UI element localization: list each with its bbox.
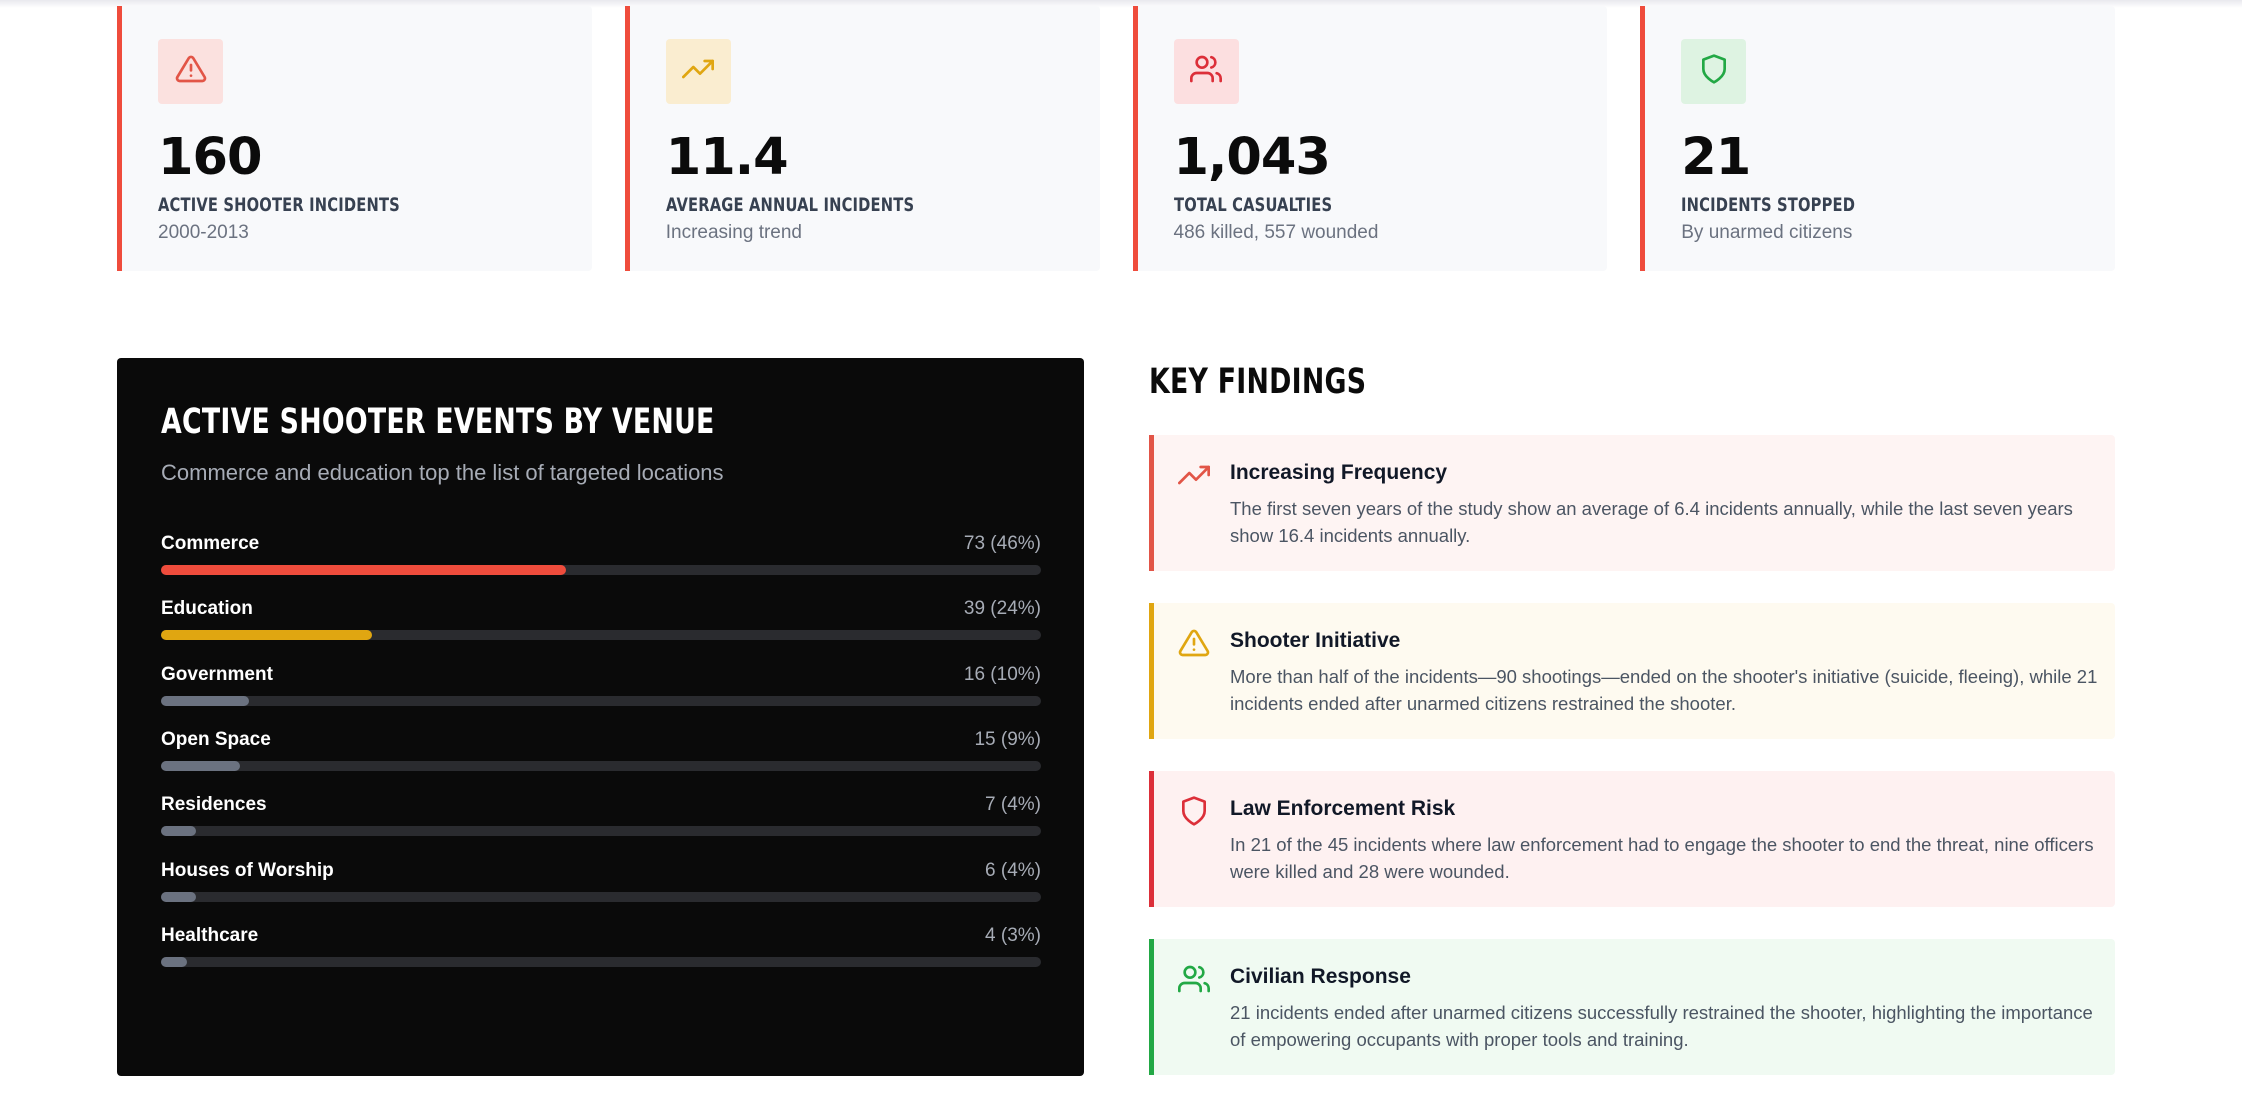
venue-name: Houses of Worship: [161, 859, 334, 881]
finding-title: Civilian Response: [1230, 965, 1411, 988]
venue-bar-fill: [161, 565, 566, 575]
venue-name: Government: [161, 663, 273, 685]
stat-value: 11.4: [665, 128, 789, 187]
venue-bar-track: [161, 630, 1041, 641]
venue-subtitle: Commerce and education top the list of t…: [161, 460, 724, 485]
stat-icon-box: [1173, 39, 1239, 104]
finding-title: Increasing Frequency: [1230, 461, 1448, 484]
venue-bar-fill: [161, 630, 373, 641]
venue-value: 4 (3%): [985, 924, 1041, 946]
key-findings-heading: KEY FINDINGS: [1149, 362, 1367, 402]
venue-name: Residences: [161, 794, 267, 816]
venue-value: 39 (24%): [963, 598, 1041, 620]
venue-row: Education 39 (24%): [161, 598, 1041, 648]
trending-up-icon: [682, 53, 715, 90]
users-icon: [1190, 53, 1222, 90]
trending-up-icon: [1178, 459, 1212, 493]
finding-text: 21 incidents ended after unarmed citizen…: [1230, 1002, 2093, 1050]
venue-bar-track: [161, 760, 1041, 771]
stat-icon-box: [158, 39, 223, 104]
stat-card: 1,043 TOTAL CASUALTIES 486 killed, 557 w…: [1132, 6, 1608, 271]
stat-value: 21: [1681, 128, 1751, 187]
stat-subtext: 486 killed, 557 wounded: [1173, 222, 1379, 243]
venue-value: 7 (4%): [985, 794, 1041, 816]
stat-card: 160 ACTIVE SHOOTER INCIDENTS 2000-2013: [117, 6, 592, 271]
venue-title: ACTIVE SHOOTER EVENTS BY VENUE: [161, 402, 715, 442]
stat-icon-box: [1681, 39, 1747, 104]
alert-triangle-icon: [175, 53, 207, 90]
venue-bar-track: [161, 956, 1041, 967]
venue-name: Education: [161, 598, 253, 620]
stat-icon-box: [665, 39, 731, 104]
stat-subtext: 2000-2013: [158, 222, 249, 243]
finding-card: Law Enforcement Risk In 21 of the 45 inci…: [1149, 771, 2115, 907]
venue-row: Commerce 73 (46%): [161, 533, 1041, 583]
stat-label: TOTAL CASUALTIES: [1173, 194, 1332, 216]
venue-bar-track: [161, 891, 1041, 902]
finding-card: Shooter Initiative More than half of the …: [1149, 603, 2115, 739]
venue-value: 6 (4%): [985, 859, 1041, 881]
venue-bar-fill: [161, 695, 249, 706]
finding-text: The first seven years of the study show …: [1230, 498, 2073, 546]
venue-name: Commerce: [161, 533, 260, 554]
finding-title: Law Enforcement Risk: [1230, 797, 1456, 820]
venue-bar-fill: [161, 760, 241, 771]
stat-card: 11.4 AVERAGE ANNUAL INCIDENTS Increasing…: [624, 6, 1100, 271]
stat-label: ACTIVE SHOOTER INCIDENTS: [158, 194, 400, 216]
stats-row: 160 ACTIVE SHOOTER INCIDENTS 2000-2013 1…: [117, 6, 2115, 271]
venue-row: Houses of Worship 6 (4%): [161, 860, 1041, 910]
shield-icon: [1698, 53, 1730, 90]
venue-value: 15 (9%): [974, 728, 1041, 750]
stat-value: 1,043: [1173, 128, 1331, 187]
stat-label: INCIDENTS STOPPED: [1681, 194, 1856, 216]
venue-bar-fill: [161, 826, 197, 837]
alert-triangle-icon: [1178, 627, 1212, 661]
stat-subtext: By unarmed citizens: [1681, 222, 1853, 243]
finding-text: More than half of the incidents—90 shoot…: [1230, 666, 2098, 714]
venue-bar-track: [161, 826, 1041, 837]
finding-card: Civilian Response 21 incidents ended afte…: [1149, 939, 2115, 1075]
venue-row: Open Space 15 (9%): [161, 729, 1041, 779]
venue-bar-track: [161, 695, 1041, 706]
venue-bar-fill: [161, 891, 197, 902]
shield-icon: [1178, 795, 1212, 829]
finding-card: Increasing Frequency The first seven year…: [1149, 435, 2115, 571]
stat-value: 160: [158, 128, 262, 187]
stat-label: AVERAGE ANNUAL INCIDENTS: [665, 194, 914, 216]
venue-row: Residences 7 (4%): [161, 794, 1041, 844]
finding-title: Shooter Initiative: [1230, 629, 1401, 652]
venue-row: Healthcare 4 (3%): [161, 925, 1041, 975]
venue-name: Healthcare: [161, 924, 259, 946]
venue-panel: ACTIVE SHOOTER EVENTS BY VENUE Commerce …: [117, 358, 1084, 1076]
venue-value: 73 (46%): [963, 533, 1041, 554]
venue-bar-fill: [161, 956, 188, 967]
finding-text: In 21 of the 45 incidents where law enfo…: [1230, 834, 2094, 882]
venue-name: Open Space: [161, 728, 271, 750]
top-shadow: [0, 0, 2242, 8]
venue-value: 16 (10%): [963, 663, 1041, 685]
stat-card: 21 INCIDENTS STOPPED By unarmed citizens: [1640, 6, 2115, 271]
stat-subtext: Increasing trend: [665, 222, 802, 243]
venue-row: Government 16 (10%): [161, 664, 1041, 714]
venue-bar-track: [161, 565, 1041, 575]
users-icon: [1178, 963, 1212, 997]
